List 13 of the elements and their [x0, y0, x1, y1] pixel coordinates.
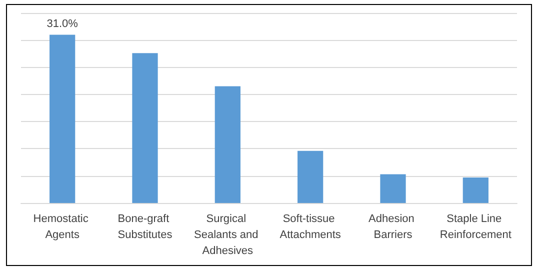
data-label: 31.0% [46, 18, 78, 30]
bar [298, 150, 324, 203]
x-tick-label: Surgical Sealants and Adhesives [194, 213, 262, 257]
x-tick-label: Staple Line Reinforcement [440, 213, 512, 241]
bar [132, 53, 158, 203]
x-tick-label: Hemostatic Agents [33, 213, 92, 241]
x-tick-label: Adhesion Barriers [368, 213, 418, 241]
bar [380, 174, 406, 203]
bar [214, 86, 240, 203]
bar [50, 34, 76, 203]
x-tick-label: Bone-graft Substitutes [118, 213, 173, 241]
x-tick-label: Soft-tissue Attachments [280, 213, 342, 241]
bar [462, 177, 488, 203]
